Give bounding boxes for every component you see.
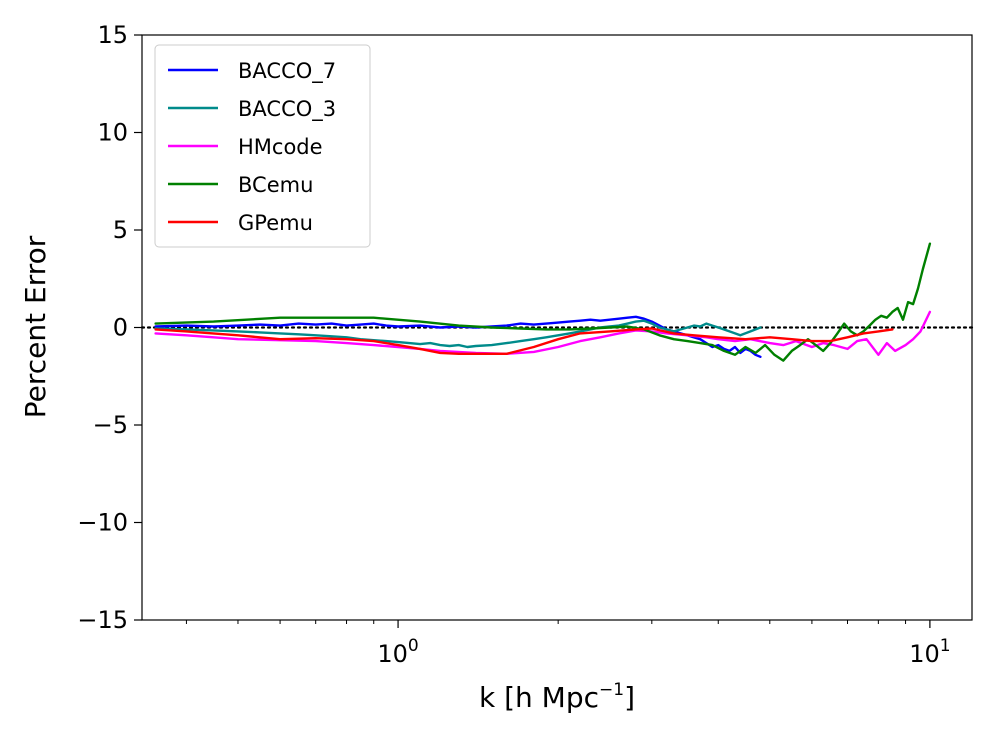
legend-box (154, 44, 371, 248)
legend-label-gpemu: GPemu (238, 211, 313, 235)
x-tick-label: 101 (909, 636, 950, 668)
y-tick-label: 5 (113, 216, 128, 244)
y-tick-label: 0 (113, 314, 128, 342)
legend: BACCO_7 BACCO_3 HMcode BCemu GPemu (154, 44, 371, 248)
y-tick-label: −15 (77, 606, 128, 634)
y-tick-label: 15 (97, 21, 128, 49)
x-tick-label: 100 (377, 636, 418, 668)
legend-label-bcemu: BCemu (238, 173, 313, 197)
y-ticks: 15 10 5 0 −5 −10 −15 (77, 21, 142, 634)
y-tick-label: −5 (93, 411, 128, 439)
y-tick-label: 10 (97, 119, 128, 147)
legend-label-bacco-7: BACCO_7 (238, 59, 336, 84)
legend-entries: BACCO_7 BACCO_3 HMcode BCemu GPemu (168, 59, 336, 235)
x-ticks: 100 101 (185, 620, 951, 668)
series-line-bacco-3 (154, 319, 762, 349)
series-line-gpemu (154, 327, 894, 355)
series-line-bcemu (154, 242, 932, 362)
x-axis-label: k [h Mpc−1] (479, 680, 635, 714)
legend-label-hmcode: HMcode (238, 135, 323, 159)
y-axis-label: Percent Error (19, 235, 52, 418)
legend-label-bacco-3: BACCO_3 (238, 97, 336, 122)
y-tick-label: −10 (77, 509, 128, 537)
series-layer (154, 242, 932, 362)
